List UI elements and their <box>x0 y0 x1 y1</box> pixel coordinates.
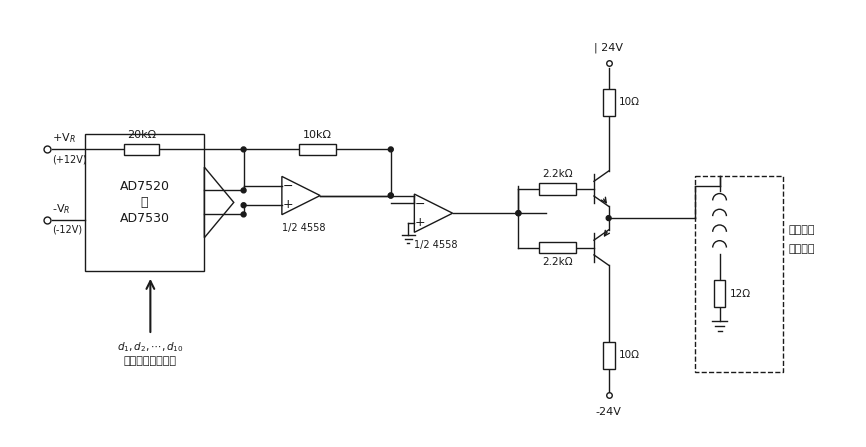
Bar <box>539 242 576 253</box>
Circle shape <box>516 211 520 215</box>
Text: +: + <box>415 215 425 228</box>
Circle shape <box>606 215 611 220</box>
Text: 力发生器: 力发生器 <box>788 225 815 235</box>
Text: | 24V: | 24V <box>594 43 624 53</box>
Text: 12Ω: 12Ω <box>729 289 751 299</box>
Bar <box>124 143 159 155</box>
Text: +V$_R$: +V$_R$ <box>52 132 76 145</box>
Text: 10kΩ: 10kΩ <box>303 130 332 139</box>
Text: 1/2 4558: 1/2 4558 <box>281 223 326 232</box>
Text: AD7530: AD7530 <box>120 211 170 224</box>
Text: AD7520: AD7520 <box>120 180 170 193</box>
Text: $d_1, d_2, \cdots, d_{10}$: $d_1, d_2, \cdots, d_{10}$ <box>117 340 184 354</box>
Text: -V$_R$: -V$_R$ <box>52 202 71 216</box>
Bar <box>603 89 615 116</box>
Circle shape <box>241 147 246 152</box>
Text: −: − <box>282 180 293 193</box>
Bar <box>695 176 784 372</box>
Text: 10Ω: 10Ω <box>618 97 639 107</box>
Text: −: − <box>415 198 425 211</box>
Text: 2.2kΩ: 2.2kΩ <box>542 169 573 179</box>
Bar <box>85 134 204 271</box>
Circle shape <box>241 203 246 208</box>
Text: 2.2kΩ: 2.2kΩ <box>542 257 573 267</box>
Circle shape <box>388 147 393 152</box>
Bar <box>539 183 576 194</box>
Circle shape <box>241 188 246 193</box>
Bar <box>603 342 615 369</box>
Text: +: + <box>282 198 293 211</box>
Text: 或: 或 <box>141 196 148 209</box>
Text: (+12V): (+12V) <box>52 154 87 164</box>
Text: 1/2 4558: 1/2 4558 <box>414 240 458 250</box>
Bar <box>714 280 726 308</box>
Text: 20kΩ: 20kΩ <box>127 130 156 139</box>
Bar <box>299 143 336 155</box>
Circle shape <box>388 193 393 198</box>
Text: (-12V): (-12V) <box>52 225 82 235</box>
Text: 10Ω: 10Ω <box>618 350 639 360</box>
Text: 励磁线圈: 励磁线圈 <box>788 245 815 254</box>
Text: 偏移二进制码输入: 偏移二进制码输入 <box>124 356 177 367</box>
Circle shape <box>516 211 520 215</box>
Text: -24V: -24V <box>596 406 622 417</box>
Circle shape <box>241 212 246 217</box>
Circle shape <box>388 193 393 198</box>
